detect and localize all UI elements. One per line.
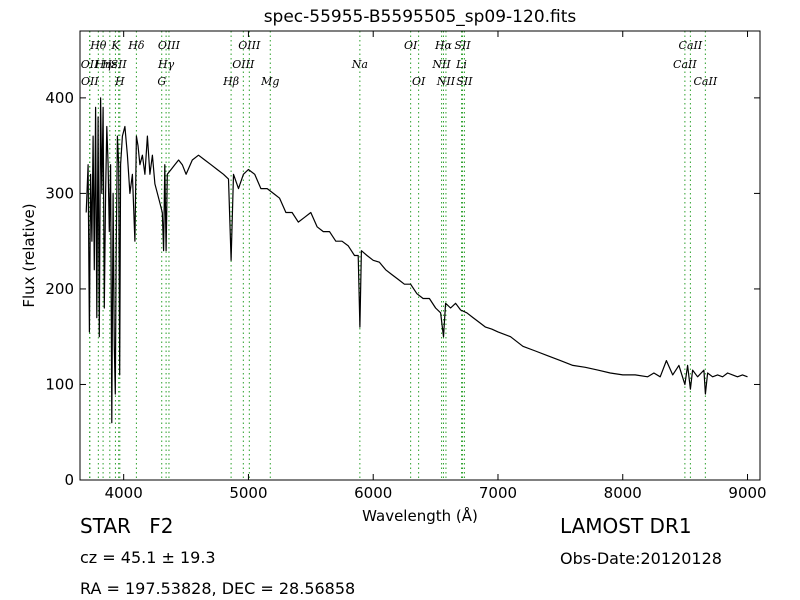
plot-frame bbox=[79, 30, 761, 481]
line-label-1: OII bbox=[81, 75, 99, 88]
line-label-15: Mg bbox=[260, 75, 279, 88]
x-tick-label: 4000 bbox=[105, 484, 143, 502]
line-label-9: OIII bbox=[158, 39, 181, 52]
line-label-5: K bbox=[110, 39, 120, 52]
redshift-text: cz = 45.1 ± 19.3 bbox=[80, 548, 216, 567]
line-label-10: Hγ bbox=[157, 58, 175, 71]
coordinates-text: RA = 197.53828, DEC = 28.56858 bbox=[80, 579, 356, 598]
line-label-19: Hα bbox=[434, 39, 453, 52]
y-tick-label: 100 bbox=[45, 375, 74, 393]
line-label-13: OIII bbox=[232, 58, 255, 71]
object-subclass: F2 bbox=[149, 514, 174, 538]
line-label-26: CaII bbox=[673, 58, 697, 71]
object-class: STAR bbox=[80, 514, 131, 538]
x-axis-label: Wavelength (Å) bbox=[362, 506, 478, 525]
x-tick-label: 5000 bbox=[229, 484, 267, 502]
line-label-22: Li bbox=[455, 58, 467, 71]
survey-name: LAMOST DR1 bbox=[560, 514, 692, 538]
emission-line-markers bbox=[89, 31, 706, 480]
observation-date: Obs-Date:20120128 bbox=[560, 549, 722, 568]
line-label-11: G bbox=[157, 75, 166, 88]
x-tick-label: 7000 bbox=[479, 484, 517, 502]
y-axis-label: Flux (relative) bbox=[20, 203, 38, 307]
line-label-24: SII bbox=[456, 75, 473, 88]
line-label-23: NII bbox=[436, 75, 456, 88]
x-tick-label: 9000 bbox=[728, 484, 766, 502]
y-tick-label: 300 bbox=[45, 184, 74, 202]
line-label-17: OI bbox=[404, 39, 418, 52]
line-label-14: Hβ bbox=[222, 75, 239, 88]
line-label-21: NII bbox=[431, 58, 451, 71]
x-tick-label: 6000 bbox=[354, 484, 392, 502]
line-label-8: Hδ bbox=[127, 39, 145, 52]
line-label-18: OI bbox=[412, 75, 426, 88]
line-label-3: Hη bbox=[94, 58, 112, 71]
chart-title: spec-55955-B5595505_sp09-120.fits bbox=[264, 7, 577, 27]
line-label-6: SII bbox=[111, 58, 128, 71]
line-label-20: SII bbox=[454, 39, 471, 52]
line-label-4: Hε bbox=[101, 58, 118, 71]
spectrum-line bbox=[85, 97, 748, 424]
y-tick-label: 0 bbox=[64, 471, 74, 489]
y-tick-label: 200 bbox=[45, 280, 74, 298]
y-tick-label: 400 bbox=[45, 89, 74, 107]
line-label-16: Na bbox=[351, 58, 368, 71]
line-label-2: Hθ bbox=[89, 39, 107, 52]
x-tick-label: 8000 bbox=[604, 484, 642, 502]
line-label-0: OII bbox=[81, 58, 99, 71]
line-label-7: H bbox=[114, 75, 125, 88]
line-label-27: CaII bbox=[694, 75, 718, 88]
line-label-12: OIII bbox=[238, 39, 261, 52]
axis-ticks: 4000 5000 6000 7000 8000 9000 0 100 200 300 400 bbox=[45, 31, 767, 502]
line-label-25: CaII bbox=[679, 39, 703, 52]
